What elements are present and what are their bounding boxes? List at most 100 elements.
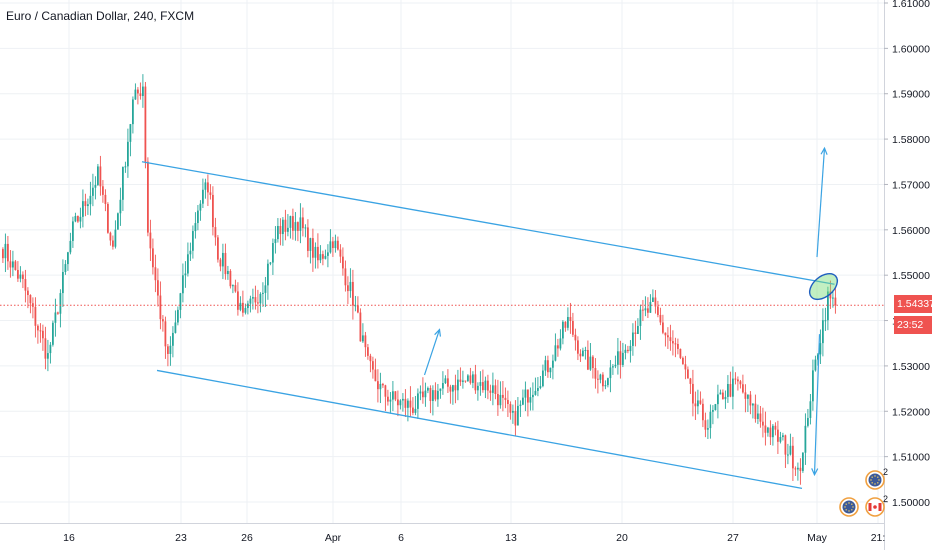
candle-body <box>284 219 287 232</box>
candle <box>282 217 284 246</box>
candle-body <box>559 338 562 349</box>
candle-body <box>389 399 392 402</box>
candle <box>824 307 827 331</box>
candle <box>64 260 67 275</box>
candle <box>647 297 649 319</box>
candle <box>399 399 402 410</box>
candle-body <box>137 89 139 94</box>
candle-body <box>292 216 294 231</box>
candle-body <box>257 302 259 304</box>
candle <box>522 389 524 406</box>
candle-body <box>374 369 377 382</box>
candle-body <box>764 425 767 433</box>
candle <box>324 249 327 260</box>
candle-body <box>334 240 337 249</box>
candle <box>87 198 89 215</box>
event-icons: 22 <box>839 467 888 517</box>
candle-body <box>309 238 312 251</box>
candle-body <box>464 380 467 382</box>
candle <box>369 353 372 373</box>
candle-body <box>594 367 597 379</box>
candle-body <box>609 367 612 379</box>
candle-body <box>314 246 317 258</box>
candle-body <box>717 394 719 405</box>
candle <box>79 207 82 229</box>
candle-body <box>147 161 149 233</box>
candle-body <box>824 320 827 322</box>
candle <box>627 345 629 354</box>
candle-body <box>232 285 234 287</box>
candle-body <box>664 332 667 336</box>
candle-body <box>562 321 564 339</box>
candle-body <box>409 400 412 408</box>
candle-body <box>64 264 67 272</box>
candle-body <box>584 349 587 351</box>
candle-body <box>637 325 639 334</box>
y-tick-label: 1.52000 <box>892 406 930 418</box>
candle-body <box>332 241 334 249</box>
candle <box>309 237 312 264</box>
candle <box>524 381 527 412</box>
y-tick-label: 1.61000 <box>892 0 930 10</box>
candle <box>272 238 274 275</box>
candle <box>634 320 637 347</box>
candle <box>39 323 42 343</box>
candle <box>684 355 687 380</box>
candle <box>787 443 789 465</box>
y-tick-label: 1.55000 <box>892 270 930 282</box>
candle-body <box>524 389 527 398</box>
candle-body <box>94 185 97 188</box>
candle-body <box>462 380 464 382</box>
candle-body <box>319 254 322 261</box>
candle-body <box>487 380 489 391</box>
candle <box>52 320 54 347</box>
candle-body <box>347 285 349 292</box>
candle-body <box>357 305 359 313</box>
candle <box>427 386 429 394</box>
candle-body <box>752 403 754 406</box>
candle-body <box>639 309 642 326</box>
candle-body <box>164 321 167 347</box>
candle <box>557 338 559 357</box>
candle-body <box>557 345 559 349</box>
candle <box>512 404 514 424</box>
candle-body <box>44 338 47 359</box>
candle-body <box>424 390 427 398</box>
candle-body <box>532 394 534 398</box>
candle-body <box>709 411 712 429</box>
candle <box>374 358 377 382</box>
candle <box>362 323 364 343</box>
candle-body <box>129 124 132 142</box>
candle <box>127 128 129 178</box>
candle-body <box>139 93 142 97</box>
candle <box>72 216 74 248</box>
candles <box>2 74 837 485</box>
candle-body <box>477 385 479 391</box>
candle-body <box>124 166 127 168</box>
candle-body <box>317 246 319 261</box>
candle <box>17 261 19 282</box>
candle <box>92 173 94 207</box>
candle-body <box>24 279 27 291</box>
candle <box>447 369 449 394</box>
candle-body <box>564 321 567 328</box>
candle-body <box>39 330 42 332</box>
y-tick-label: 1.53000 <box>892 361 930 373</box>
candle <box>429 385 432 414</box>
candle <box>2 247 4 263</box>
candle <box>37 324 39 344</box>
candle-body <box>217 237 219 260</box>
candle-body <box>494 385 497 395</box>
candle <box>714 403 717 411</box>
candle <box>814 355 817 372</box>
candle <box>702 398 704 428</box>
candle <box>554 333 557 362</box>
candle <box>182 263 184 303</box>
candle <box>539 375 542 390</box>
candle-body <box>689 378 692 384</box>
candle-body <box>644 308 647 311</box>
candle-body <box>519 404 522 406</box>
candle <box>109 231 112 246</box>
